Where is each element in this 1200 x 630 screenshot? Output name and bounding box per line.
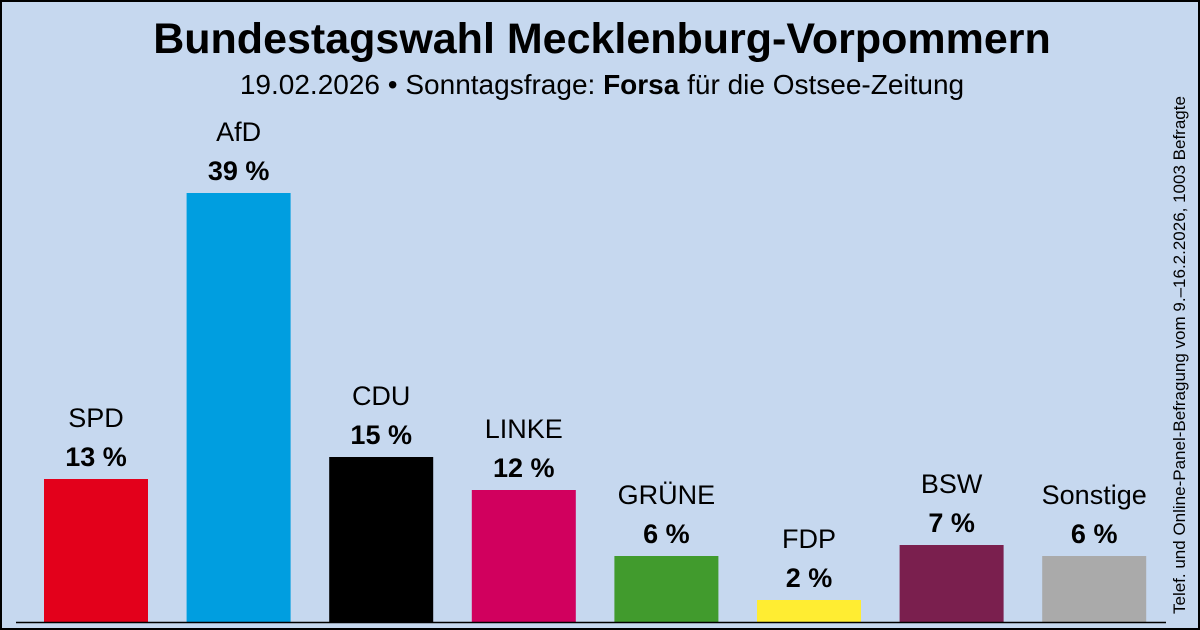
poll-date: 19.02.2026 <box>239 69 380 100</box>
value-label-cdu: 15 % <box>350 420 412 450</box>
party-label-afd: AfD <box>216 117 261 147</box>
value-label-spd: 13 % <box>65 442 127 472</box>
party-label-fdp: FDP <box>782 524 836 554</box>
party-label-cdu: CDU <box>352 381 411 411</box>
bar-cdu <box>329 457 434 622</box>
bar-bsw <box>899 545 1004 622</box>
value-label-grüne: 6 % <box>643 519 690 549</box>
bar-afd <box>186 193 291 622</box>
bar-sonstige <box>1042 556 1147 622</box>
party-label-grüne: GRÜNE <box>618 480 716 510</box>
poll-type: Sonntagsfrage: <box>405 69 596 100</box>
subtitle-separator: • <box>387 69 398 100</box>
bar-linke <box>471 490 576 622</box>
value-label-sonstige: 6 % <box>1071 519 1118 549</box>
bar-fdp <box>757 600 861 622</box>
party-label-spd: SPD <box>68 403 124 433</box>
poll-institute: Forsa <box>603 69 680 100</box>
chart-title: Bundestagswahl Mecklenburg-Vorpommern <box>153 15 1051 63</box>
value-label-fdp: 2 % <box>786 563 833 593</box>
value-label-bsw: 7 % <box>928 508 975 538</box>
party-label-sonstige: Sonstige <box>1042 480 1147 510</box>
party-label-linke: LINKE <box>485 414 563 444</box>
bar-grüne <box>614 556 719 622</box>
value-label-linke: 12 % <box>493 453 555 483</box>
bar-spd <box>44 479 148 622</box>
value-label-afd: 39 % <box>208 156 270 186</box>
party-label-bsw: BSW <box>921 469 983 499</box>
poll-client: für die Ostsee-Zeitung <box>687 69 965 100</box>
chart-subtitle: 19.02.2026 • Sonntagsfrage: Forsa für di… <box>2 66 1198 104</box>
